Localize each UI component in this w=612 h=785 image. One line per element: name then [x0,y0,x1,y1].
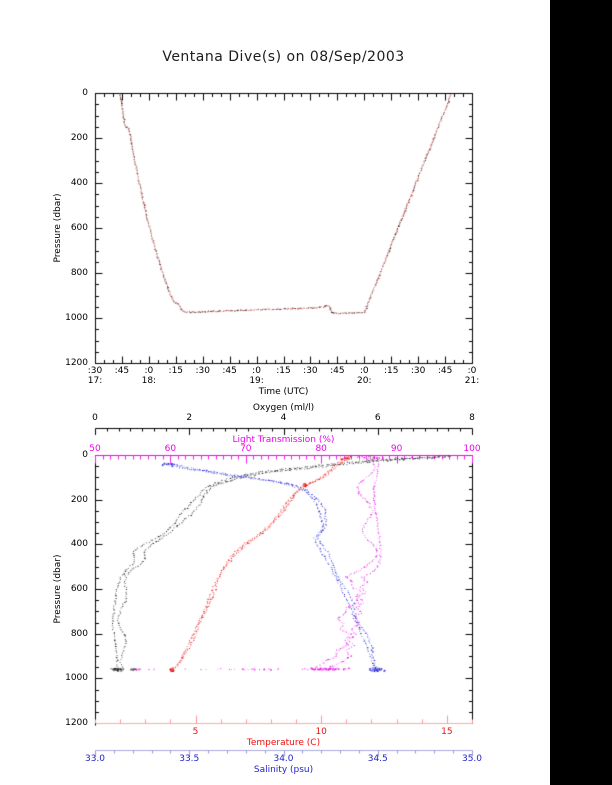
top-pressure-tick-label: 200 [70,133,88,143]
salinity-tick-label: 35.0 [461,754,483,764]
bottom-pressure-tick-label: 0 [82,450,88,460]
oxygen-tick-label: 2 [186,413,193,423]
time-minute-tick-label: :15 [383,366,399,376]
temperature-tick-label: 5 [192,727,199,737]
time-minute-tick-label: :45 [330,366,345,376]
top-pressure-tick-label: 1000 [65,313,88,323]
time-minute-tick-label: :30 [87,366,103,376]
time-minute-tick-label: :0 [359,366,369,376]
salinity-axis-label: Salinity (psu) [253,765,314,775]
right-black-margin [550,0,612,785]
light-transmission-tick-label: 90 [390,444,403,454]
time-minute-tick-label: :45 [222,366,237,376]
top-pressure-tick-label: 800 [70,268,88,278]
time-minute-tick-label: :15 [168,366,184,376]
temperature-axis-label: Temperature (C) [246,738,321,748]
top-pressure-tick-label: 600 [70,223,88,233]
oxygen-tick-label: 8 [469,413,475,423]
bottom-pressure-tick-label: 800 [70,628,88,639]
time-minute-tick-label: :30 [195,366,210,376]
light-transmission-tick-label: 100 [463,444,481,454]
time-minute-tick-label: :30 [303,366,318,376]
time-minute-tick-label: :0 [467,366,477,376]
bottom-pressure-tick-label: 1200 [65,718,88,728]
light-transmission-tick-label: 80 [315,444,327,454]
top-pressure-tick-label: 400 [70,178,88,188]
salinity-tick-label: 33.0 [84,754,106,764]
time-minute-tick-label: :45 [114,366,130,376]
light-transmission-tick-label: 60 [164,444,177,454]
page-title: Ventana Dive(s) on 08/Sep/2003 [162,49,405,65]
bottom-pressure-tick-label: 600 [70,584,88,594]
salinity-tick-label: 34.5 [367,754,388,764]
temperature-tick-label: 10 [315,727,327,737]
time-hour-tick-label: 17: [87,376,103,386]
bottom-pressure-tick-label: 200 [70,494,88,505]
salinity-tick-label: 33.5 [179,754,200,764]
salinity-tick-label: 34.0 [273,754,294,764]
time-hour-tick-label: 18: [141,376,157,386]
time-hour-tick-label: 19: [249,376,264,386]
time-minute-tick-label: :30 [410,366,426,376]
time-minute-tick-label: :45 [437,366,453,376]
bottom-pressure-tick-label: 1000 [65,673,88,684]
time-hour-tick-label: 20: [357,376,372,386]
light-transmission-tick-label: 70 [240,444,252,454]
top-pressure-tick-label: 0 [82,88,88,98]
oxygen-tick-label: 0 [92,413,98,423]
light-transmission-axis-label: Light Transmission (%) [232,435,335,445]
temperature-tick-label: 15 [441,727,453,737]
time-hour-tick-label: 21: [464,376,480,386]
light-transmission-tick-label: 50 [89,444,101,454]
oxygen-tick-label: 4 [280,413,287,423]
top-pressure-tick-label: 1200 [65,358,88,368]
top-chart-x-axis-label: Time (UTC) [258,387,309,397]
oxygen-axis-label: Oxygen (ml/l) [252,403,315,413]
time-minute-tick-label: :0 [144,366,154,376]
time-minute-tick-label: :15 [276,366,291,376]
oxygen-tick-label: 6 [374,413,381,423]
bottom-pressure-tick-label: 400 [70,539,88,550]
time-minute-tick-label: :0 [252,366,261,376]
